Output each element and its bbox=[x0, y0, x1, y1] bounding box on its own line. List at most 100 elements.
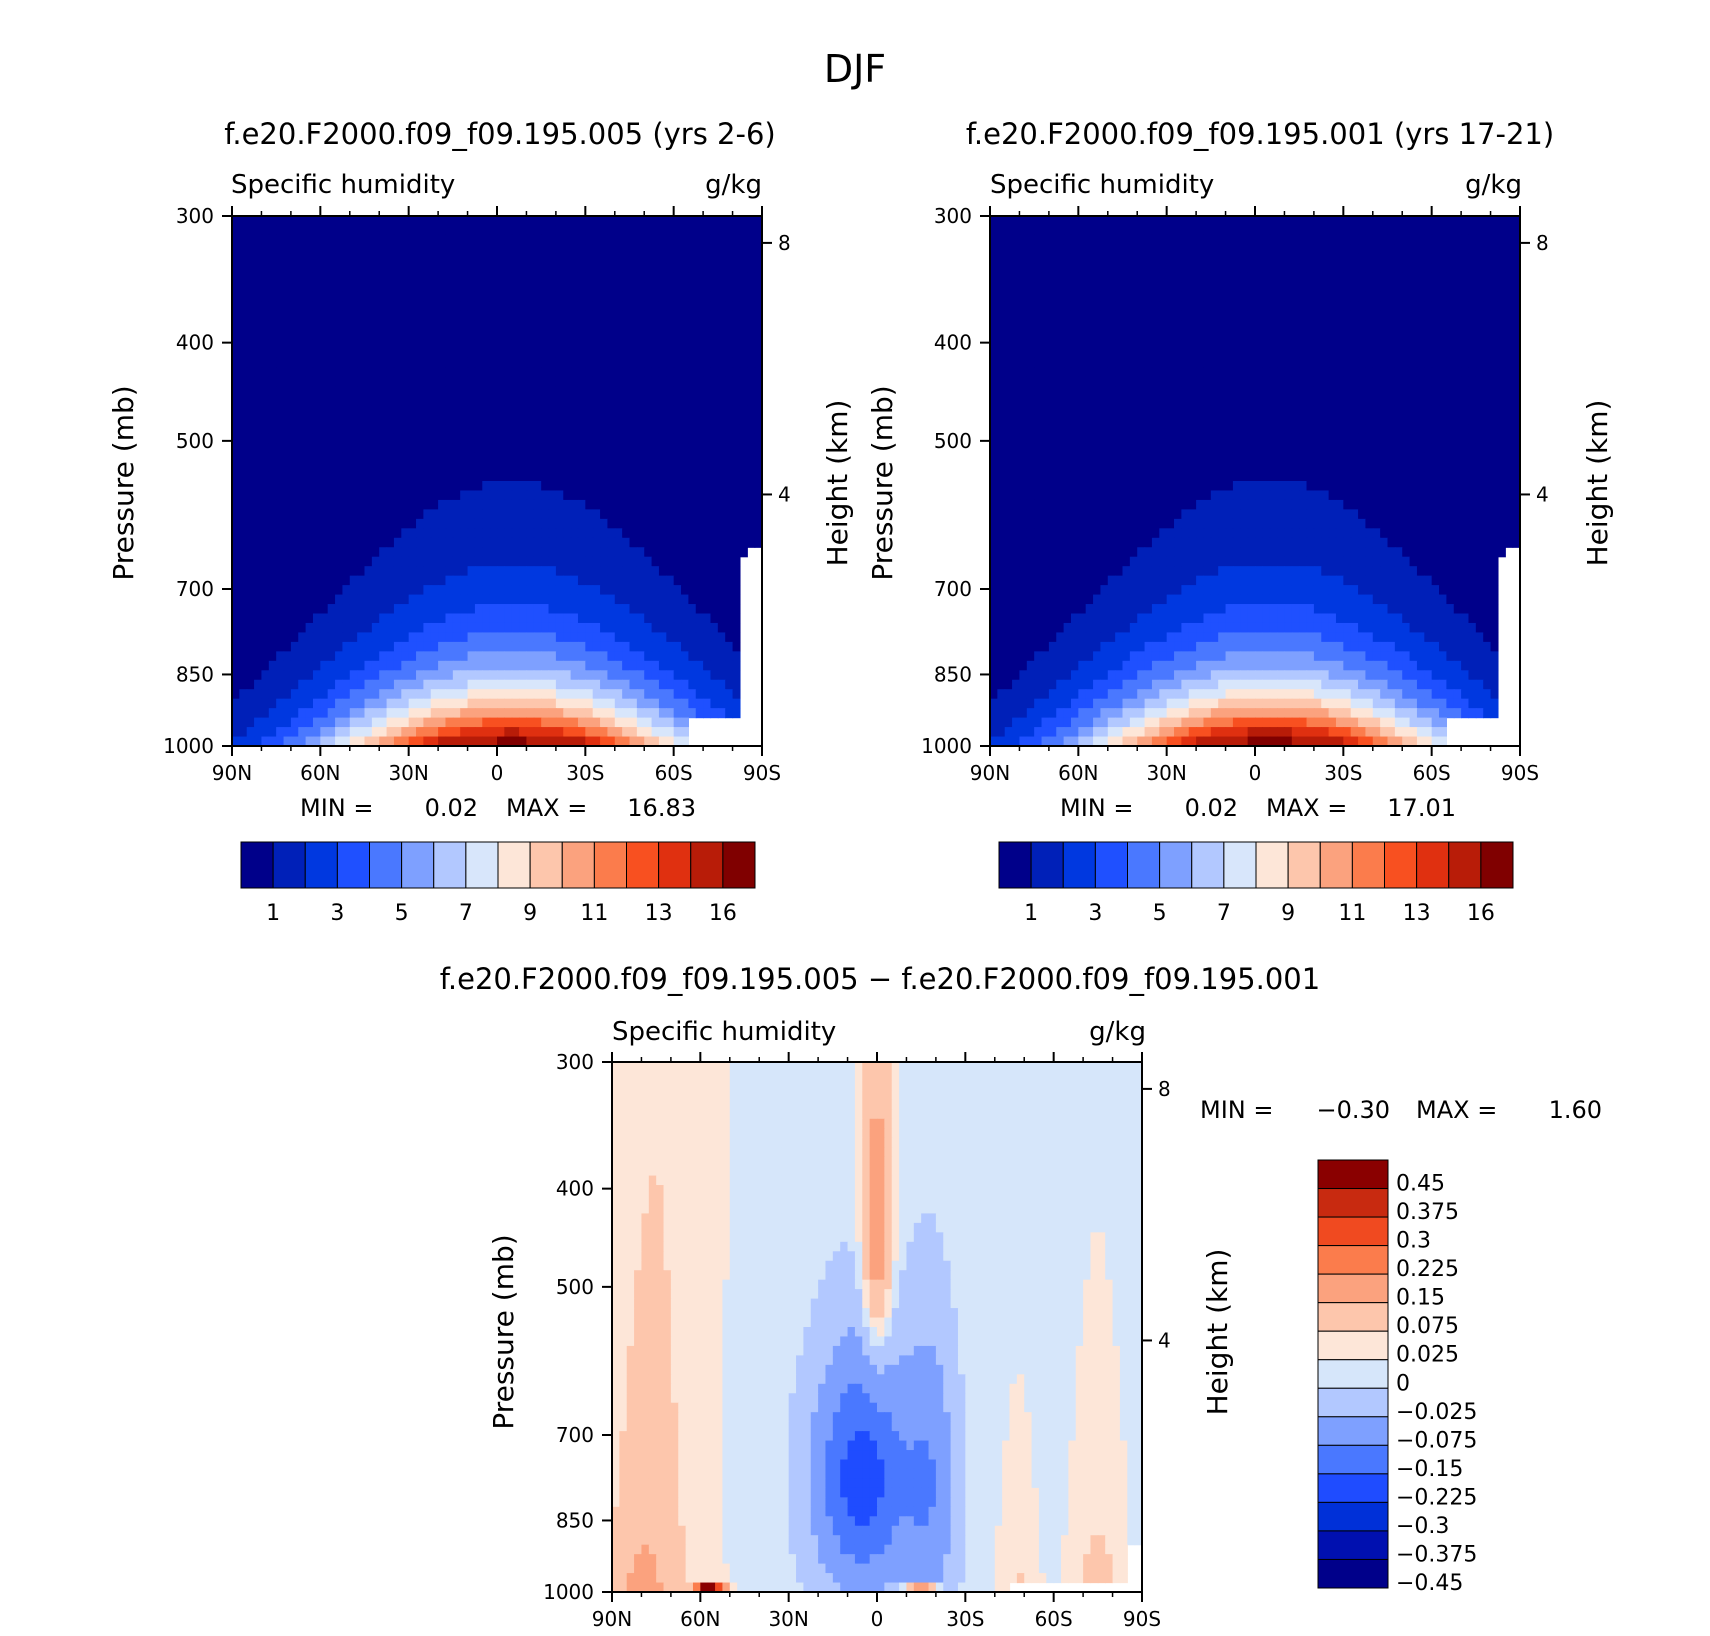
contour-cell bbox=[401, 320, 410, 331]
contour-cell bbox=[1041, 320, 1050, 331]
contour-cell bbox=[710, 689, 719, 700]
contour-cell bbox=[261, 575, 270, 586]
contour-cell bbox=[445, 320, 454, 331]
contour-cell bbox=[497, 433, 505, 444]
contour-cell bbox=[438, 395, 447, 406]
contour-cell bbox=[570, 604, 579, 615]
contour-cell bbox=[342, 282, 351, 293]
contour-cell bbox=[430, 310, 439, 321]
contour-cell bbox=[497, 471, 505, 482]
contour-cell bbox=[1313, 272, 1322, 283]
contour-cell bbox=[732, 575, 741, 586]
contour-cell bbox=[1461, 320, 1470, 331]
contour-cell bbox=[555, 604, 564, 615]
contour-cell bbox=[732, 566, 741, 577]
contour-cell bbox=[1115, 244, 1124, 255]
contour-cell bbox=[379, 310, 388, 321]
contour-cell bbox=[445, 225, 454, 236]
contour-cell bbox=[467, 462, 476, 473]
contour-cell bbox=[629, 499, 638, 510]
contour-cell bbox=[658, 717, 667, 728]
contour-cell bbox=[386, 414, 395, 425]
contour-cell bbox=[607, 414, 616, 425]
contour-cell bbox=[239, 670, 248, 681]
contour-cell bbox=[1151, 291, 1160, 302]
contour-cell bbox=[585, 547, 594, 558]
contour-cell bbox=[717, 263, 726, 274]
contour-cell bbox=[526, 424, 535, 435]
contour-cell bbox=[541, 575, 550, 586]
contour-cell bbox=[1115, 301, 1124, 312]
contour-cell bbox=[511, 471, 520, 482]
contour-cell bbox=[474, 395, 483, 406]
contour-cell bbox=[1431, 329, 1440, 340]
contour-cell bbox=[342, 679, 351, 690]
contour-cell bbox=[335, 670, 344, 681]
contour-cell bbox=[644, 651, 653, 662]
contour-cell bbox=[1210, 234, 1219, 245]
contour-cell bbox=[607, 253, 616, 264]
contour-cell bbox=[364, 727, 373, 738]
contour-cell bbox=[246, 395, 255, 406]
contour-cell bbox=[600, 433, 609, 444]
contour-cell bbox=[482, 708, 491, 719]
contour-cell bbox=[1174, 244, 1182, 255]
contour-cell bbox=[1453, 310, 1462, 321]
contour-cell bbox=[1372, 263, 1381, 274]
contour-cell bbox=[555, 518, 564, 529]
contour-cell bbox=[1394, 272, 1403, 283]
contour-cell bbox=[519, 736, 528, 747]
contour-cell bbox=[1505, 282, 1514, 293]
contour-cell bbox=[1107, 225, 1116, 236]
contour-cell bbox=[1034, 234, 1043, 245]
contour-cell bbox=[393, 641, 402, 652]
contour-cell bbox=[739, 537, 748, 548]
contour-cell bbox=[1056, 310, 1065, 321]
contour-cell bbox=[497, 566, 505, 577]
contour-cell bbox=[1299, 216, 1308, 227]
contour-cell bbox=[725, 594, 734, 605]
contour-cell bbox=[644, 272, 653, 283]
contour-cell bbox=[703, 386, 712, 397]
contour-cell bbox=[254, 566, 263, 577]
contour-cell bbox=[739, 282, 748, 293]
contour-cell bbox=[379, 357, 388, 369]
contour-cell bbox=[629, 660, 638, 671]
contour-cell bbox=[1019, 301, 1028, 312]
contour-cell bbox=[725, 679, 734, 690]
contour-cell bbox=[1409, 234, 1418, 245]
contour-cell bbox=[1328, 291, 1337, 302]
contour-cell bbox=[423, 651, 432, 662]
contour-cell bbox=[688, 556, 697, 567]
contour-cell bbox=[681, 462, 689, 473]
contour-cell bbox=[614, 244, 623, 255]
contour-cell bbox=[357, 679, 366, 690]
contour-cell bbox=[254, 528, 263, 539]
contour-cell bbox=[592, 386, 601, 397]
contour-cell bbox=[408, 329, 417, 340]
contour-cell bbox=[548, 708, 557, 719]
contour-cell bbox=[504, 234, 513, 245]
contour-cell bbox=[276, 405, 285, 416]
contour-cell bbox=[246, 329, 255, 340]
contour-cell bbox=[614, 547, 623, 558]
contour-cell bbox=[408, 272, 417, 283]
contour-cell bbox=[1225, 329, 1234, 340]
contour-cell bbox=[246, 651, 255, 662]
contour-cell bbox=[416, 698, 424, 709]
contour-cell bbox=[276, 376, 285, 387]
contour-cell bbox=[489, 291, 498, 302]
contour-cell bbox=[246, 263, 255, 274]
contour-cell bbox=[1402, 216, 1411, 227]
contour-cell bbox=[519, 310, 528, 321]
contour-cell bbox=[607, 727, 616, 738]
panel-2-left-label: Specific humidity bbox=[990, 170, 1214, 200]
contour-cell bbox=[658, 272, 667, 283]
contour-cell bbox=[489, 462, 498, 473]
contour-cell bbox=[710, 613, 719, 624]
contour-cell bbox=[320, 585, 329, 596]
height-tick-label: 4 bbox=[778, 482, 791, 506]
contour-cell bbox=[246, 679, 255, 690]
contour-cell bbox=[305, 641, 314, 652]
contour-cell bbox=[1232, 253, 1241, 264]
